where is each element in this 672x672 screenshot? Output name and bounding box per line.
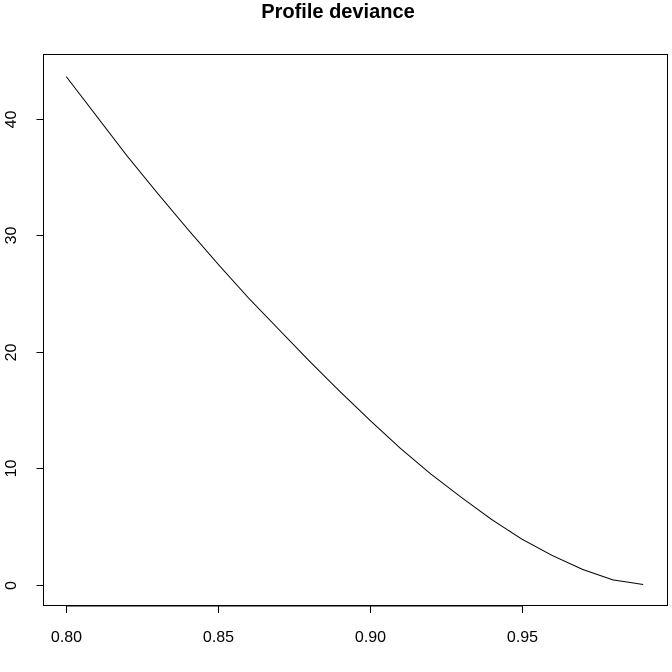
y-tick-label: 40 [3,111,20,129]
series-layer [65,76,644,586]
y-tick-label: 20 [3,344,20,362]
x-tick-label: 0.90 [355,629,386,646]
y-tick-label: 10 [3,460,20,478]
plot-frame [43,54,668,606]
x-axis: 0.80 0.85 0.90 0.95 [51,605,538,646]
x-tick-label: 0.85 [203,629,234,646]
y-tick-label: 30 [3,227,20,245]
y-tick-label: 0 [3,581,20,590]
series-line [65,76,644,586]
x-tick-label: 0.95 [507,629,538,646]
chart-title: Profile deviance [261,1,414,23]
y-axis: 0 10 20 30 40 [3,111,44,590]
x-tick-label: 0.80 [51,629,82,646]
